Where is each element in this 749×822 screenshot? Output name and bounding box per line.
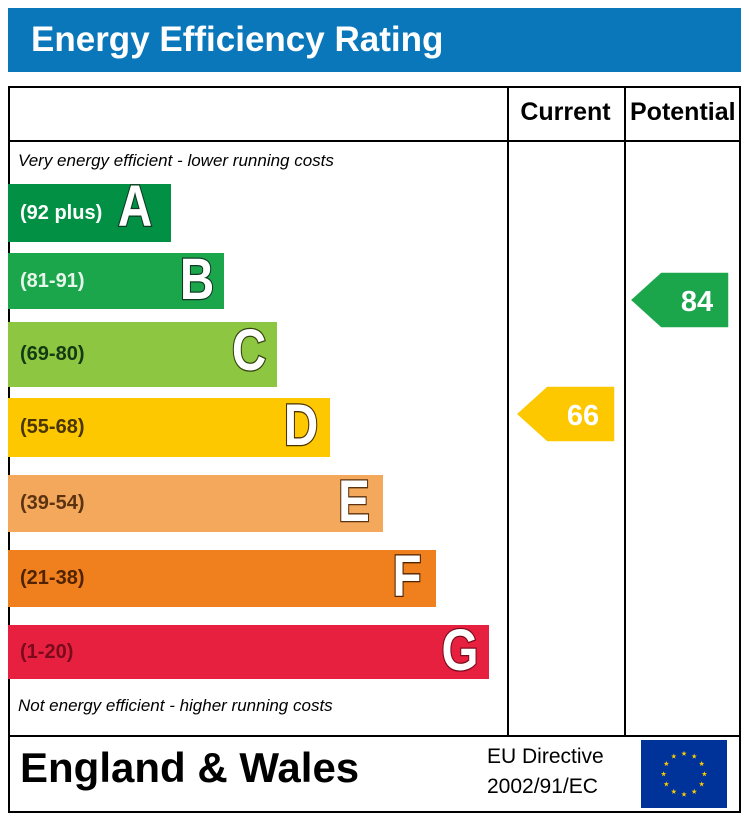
svg-text:84: 84 (681, 286, 713, 318)
svg-text:C: C (232, 319, 266, 384)
svg-text:66: 66 (567, 400, 599, 432)
svg-text:B: B (180, 248, 214, 313)
svg-text:D: D (284, 394, 318, 459)
svg-text:E: E (338, 470, 370, 535)
svg-text:F: F (392, 545, 421, 610)
svg-text:G: G (442, 619, 479, 684)
svg-text:A: A (118, 175, 152, 240)
